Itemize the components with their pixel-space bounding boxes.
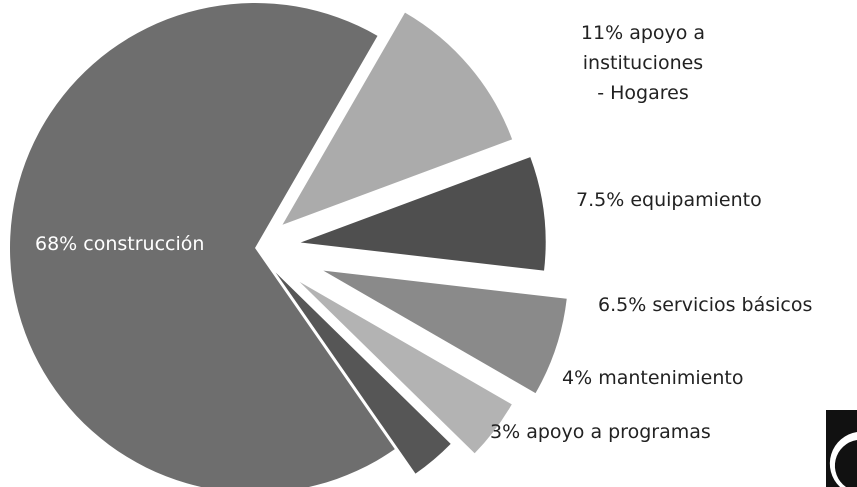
category-label: apoyo a instituciones - Hogares — [582, 22, 706, 104]
slice-label: 4% mantenimiento — [562, 363, 743, 393]
slice-label: 6.5% servicios básicos — [598, 290, 812, 320]
slice-label: 11% apoyo a instituciones - Hogares — [536, 18, 750, 108]
category-label: mantenimiento — [598, 367, 744, 389]
slice-label: 68% construcción — [35, 229, 204, 259]
pie-slice — [299, 281, 512, 454]
value-label: 7.5% — [576, 189, 625, 211]
category-label: apoyo a programas — [526, 421, 711, 443]
category-label: equipamiento — [630, 189, 762, 211]
slice-label: 7.5% equipamiento — [576, 185, 762, 215]
slice-label: 3% apoyo a programas — [490, 417, 711, 447]
pie-slice — [10, 3, 395, 487]
value-label: 6.5% — [598, 294, 647, 316]
category-label: servicios básicos — [652, 294, 813, 316]
value-label: 68% — [35, 233, 78, 255]
category-label: construcción — [83, 233, 205, 255]
pie-slice — [275, 272, 451, 474]
pie-slice — [282, 12, 513, 225]
value-label: 11% — [580, 22, 624, 44]
value-label: 4% — [562, 367, 593, 389]
pie-slice — [300, 157, 546, 271]
pie-slice — [323, 270, 567, 394]
value-label: 3% — [490, 421, 521, 443]
corner-icon — [826, 410, 857, 487]
